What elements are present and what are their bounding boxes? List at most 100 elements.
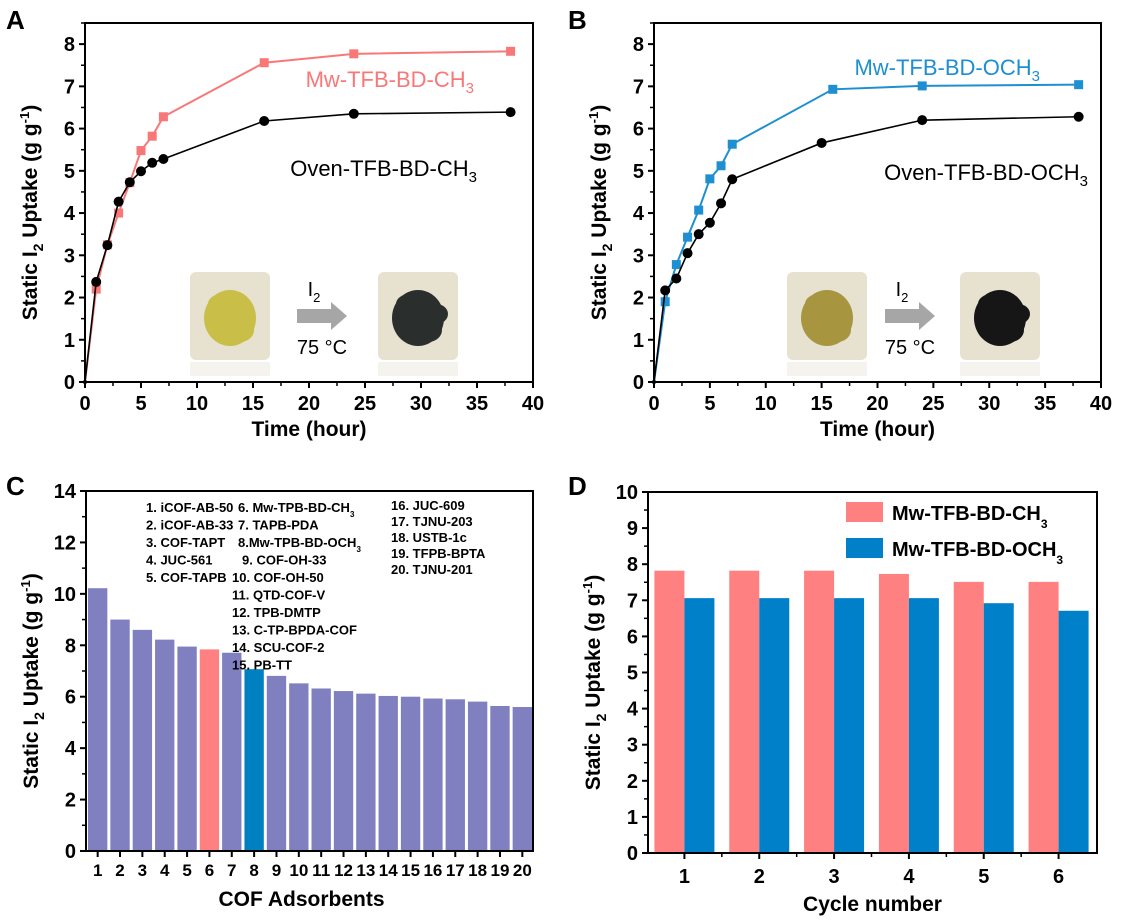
x-tick-label: 20 bbox=[298, 393, 320, 415]
x-tick-label: 2 bbox=[754, 866, 765, 888]
bar-Mw-TFB-BD-OCH3-cycle-5 bbox=[983, 603, 1014, 853]
reagent-label: I2 bbox=[896, 279, 909, 305]
y-tick-label: 0 bbox=[627, 843, 638, 865]
bar-1 bbox=[88, 588, 108, 851]
data-point bbox=[505, 107, 516, 118]
x-tick-label: 3 bbox=[138, 861, 147, 880]
photo-before-iodine-powder bbox=[208, 294, 236, 314]
y-tick-label: 3 bbox=[633, 245, 644, 267]
bar-3 bbox=[132, 629, 153, 851]
y-tick-label: 0 bbox=[633, 372, 644, 394]
y-tick-label: 8 bbox=[65, 635, 76, 657]
data-point bbox=[683, 232, 693, 242]
data-point bbox=[349, 49, 359, 59]
data-point bbox=[716, 198, 727, 209]
y-tick-label: 2 bbox=[64, 288, 75, 310]
x-tick-label: 0 bbox=[79, 393, 90, 415]
inset-photos: I2 75 °C bbox=[787, 272, 1040, 376]
y-tick-label: 2 bbox=[65, 790, 76, 812]
y-tick-label: 5 bbox=[627, 663, 638, 685]
y-tick-label: 6 bbox=[627, 626, 638, 648]
series-label-mw: Mw-TFB-BD-OCH3 bbox=[854, 55, 1040, 85]
y-axis-title: Static I2 Uptake (g g-1) bbox=[17, 105, 46, 320]
y-tick-label: 8 bbox=[64, 34, 75, 56]
photo-after-iodine-powder bbox=[978, 294, 1006, 314]
x-tick-label: 14 bbox=[379, 861, 398, 880]
data-point bbox=[1073, 111, 1084, 122]
panel-letter-a: A bbox=[6, 5, 25, 35]
bar-2 bbox=[110, 619, 130, 851]
x-tick-label: 1 bbox=[93, 861, 102, 880]
legend-entry: 4. JUC-561 bbox=[146, 553, 212, 568]
y-tick-label: 4 bbox=[627, 699, 639, 721]
arrow-icon bbox=[297, 302, 347, 330]
y-axis-title-sub: 2 bbox=[31, 712, 47, 720]
x-tick-label: 10 bbox=[186, 393, 208, 415]
panel-letter-c: C bbox=[6, 471, 25, 501]
bar-11 bbox=[311, 688, 331, 851]
x-tick-label: 19 bbox=[491, 861, 510, 880]
condition-label: 75 °C bbox=[297, 337, 347, 359]
bar-9 bbox=[266, 675, 287, 851]
legend-entry: 15. PB-TT bbox=[232, 658, 292, 673]
y-axis-title-part: ) bbox=[19, 105, 42, 112]
legend-entry: 13. C-TP-BPDA-COF bbox=[232, 623, 357, 638]
data-point bbox=[259, 58, 269, 68]
data-point bbox=[727, 139, 737, 149]
data-point bbox=[716, 161, 726, 171]
data-point bbox=[704, 217, 715, 228]
y-tick-label: 8 bbox=[627, 554, 638, 576]
y-axis-title-sub: 2 bbox=[599, 243, 615, 251]
y-tick-label: 12 bbox=[54, 532, 76, 554]
y-tick-label: 0 bbox=[65, 841, 76, 863]
bar-8 bbox=[244, 669, 264, 851]
photo-before-iodine bbox=[787, 272, 867, 376]
photo-after-iodine-powder bbox=[1006, 304, 1030, 324]
x-tick-label: 0 bbox=[648, 393, 659, 415]
data-point bbox=[671, 273, 682, 284]
y-axis-title-sup: -1 bbox=[580, 582, 595, 594]
x-tick-label: 5 bbox=[182, 861, 191, 880]
legend-label-main: Mw-TFB-BD-CH bbox=[892, 503, 1041, 525]
x-axis-title: COF Adsorbents bbox=[218, 888, 384, 911]
data-point bbox=[917, 115, 928, 126]
bar-Mw-TFB-BD-OCH3-cycle-3 bbox=[834, 598, 865, 853]
y-tick-label: 4 bbox=[633, 203, 645, 225]
legend-entry: 20. TJNU-201 bbox=[391, 562, 473, 577]
y-tick-label: 6 bbox=[65, 687, 76, 709]
data-point bbox=[147, 157, 158, 168]
data-point bbox=[660, 285, 671, 296]
legend-entry: 12. TPB-DMTP bbox=[232, 605, 321, 620]
legend-swatch bbox=[846, 502, 883, 522]
y-axis-title-sup: -1 bbox=[17, 112, 32, 124]
x-tick-label: 2 bbox=[115, 861, 124, 880]
legend-entry: 10. COF-OH-50 bbox=[232, 570, 324, 585]
x-tick-label: 25 bbox=[354, 393, 376, 415]
series-label-mw-sub: 3 bbox=[466, 80, 474, 97]
y-tick-label: 9 bbox=[627, 518, 638, 540]
bar-Mw-TFB-BD-OCH3-cycle-2 bbox=[759, 598, 790, 853]
data-point bbox=[158, 112, 168, 122]
data-point bbox=[705, 174, 715, 184]
x-tick-label: 25 bbox=[922, 393, 944, 415]
data-point bbox=[136, 166, 146, 177]
legend-label-sub: 3 bbox=[1056, 553, 1063, 567]
photo-before-iodine-reflection bbox=[190, 362, 270, 376]
data-point bbox=[682, 248, 693, 259]
y-axis-title-part: Static I bbox=[582, 721, 605, 790]
bar-15 bbox=[400, 696, 421, 851]
y-axis-title-sup: -1 bbox=[18, 580, 33, 592]
legend-entry: 7. TAPB-PDA bbox=[238, 518, 319, 533]
y-tick-label: 1 bbox=[633, 330, 644, 352]
y-tick-label: 3 bbox=[627, 735, 638, 757]
y-tick-label: 1 bbox=[64, 330, 75, 352]
inset-photos: I2 75 °C bbox=[190, 272, 458, 376]
y-tick-label: 7 bbox=[633, 76, 644, 98]
data-point bbox=[828, 84, 838, 94]
bar-Mw-TFB-BD-CH3-cycle-2 bbox=[729, 570, 760, 853]
arrow-icon bbox=[885, 302, 935, 330]
y-tick-label: 4 bbox=[64, 203, 76, 225]
y-axis-title: Static I2 Uptake (g g-1) bbox=[580, 575, 609, 790]
